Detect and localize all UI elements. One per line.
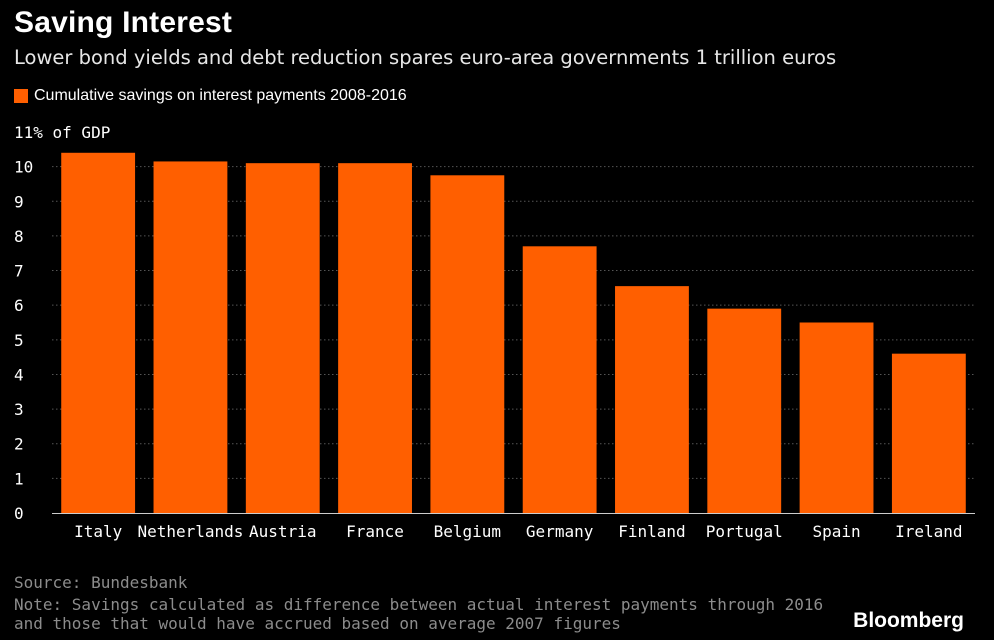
- y-tick-label: 8: [14, 227, 24, 246]
- x-tick-label: Italy: [74, 522, 123, 541]
- y-tick-label: 5: [14, 331, 24, 350]
- x-tick-label: Ireland: [895, 522, 962, 541]
- y-tick-label: 1: [14, 469, 24, 488]
- chart-subtitle: Lower bond yields and debt reduction spa…: [14, 46, 837, 69]
- x-tick-label: Spain: [812, 522, 860, 541]
- bar-austria: [245, 163, 320, 513]
- bar-finland: [615, 286, 689, 513]
- y-tick-label: 2: [14, 435, 24, 454]
- bar-ireland: [891, 353, 966, 513]
- y-tick-label: 3: [14, 400, 24, 419]
- x-tick-label: Austria: [249, 522, 316, 541]
- x-tick-label: Finland: [618, 522, 685, 541]
- x-tick-label: Portugal: [706, 522, 783, 541]
- x-tick-label: France: [346, 522, 404, 541]
- bar-chart: 0 1 2 3 4 5 6 7 8 9 10 11% of GDP Italy Netherlands Au…: [14, 123, 975, 541]
- y-tick-label: 4: [14, 365, 24, 384]
- x-tick-label: Belgium: [434, 522, 501, 541]
- x-tick-label: Germany: [526, 522, 594, 541]
- legend-label: Cumulative savings on interest payments …: [34, 87, 407, 104]
- bar-france: [338, 163, 412, 513]
- bar-spain: [799, 322, 874, 513]
- y-tick-label: 6: [14, 296, 24, 315]
- legend: Cumulative savings on interest payments …: [14, 86, 407, 106]
- bar-netherlands: [153, 161, 228, 513]
- y-tick-label: 9: [14, 192, 24, 211]
- y-tick-label: 7: [14, 262, 24, 281]
- bar-germany: [522, 246, 597, 514]
- x-tick-label: Netherlands: [137, 522, 243, 541]
- bar-portugal: [707, 308, 782, 513]
- y-tick-label: 10: [14, 158, 33, 177]
- legend-swatch: [14, 89, 28, 103]
- source-text: Source: Bundesbank: [14, 573, 188, 592]
- y-axis-top-label: 11% of GDP: [14, 123, 110, 142]
- y-tick-label: 0: [14, 504, 24, 523]
- bar-italy: [61, 152, 136, 514]
- note-text: Note: Savings calculated as difference b…: [14, 595, 824, 633]
- bloomberg-logo: Bloomberg: [853, 609, 964, 632]
- chart-title: Saving Interest: [14, 6, 233, 39]
- bar-belgium: [430, 175, 505, 513]
